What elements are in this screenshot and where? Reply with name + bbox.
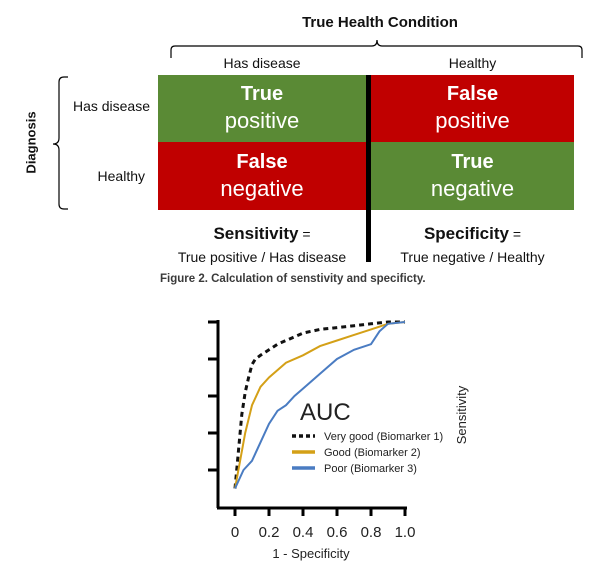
roc-series-line-2 — [234, 321, 406, 489]
cell-line1: True — [451, 150, 494, 173]
x-tick-label: 1.0 — [395, 524, 416, 541]
legend-label: Poor (Biomarker 3) — [324, 463, 417, 475]
column-brace — [170, 39, 583, 58]
cell-line1: True — [240, 83, 284, 106]
sensitivity-equals: = — [302, 226, 311, 242]
specificity-formula: True negative / Healthy — [400, 248, 545, 265]
row-brace — [52, 76, 68, 210]
sensitivity-formula: True positive / Has disease — [177, 248, 347, 265]
sensitivity-metric: Sensitivity = True positive / Has diseas… — [158, 221, 366, 268]
legend-label: Good (Biomarker 2) — [324, 447, 421, 459]
cell-line2: negative — [220, 175, 304, 201]
roc-legend: Very good (Biomarker 1) Good (Biomarker 2… — [292, 431, 443, 475]
y-axis-label: Sensitivity — [454, 385, 469, 444]
auc-annotation: AUC — [300, 399, 351, 426]
true-health-condition-title: True Health Condition — [302, 14, 458, 31]
roc-series-line-3 — [234, 321, 406, 489]
specificity-name: Specificity — [423, 224, 509, 243]
cell-line2: positive — [435, 108, 510, 134]
cell-false-positive: False positive — [371, 75, 574, 142]
figure-caption: Figure 2. Calculation of senstivity and … — [160, 273, 426, 285]
roc-series — [233, 320, 406, 489]
column-header-healthy: Healthy — [448, 55, 497, 71]
specificity-metric: Specificity = True negative / Healthy — [371, 221, 574, 268]
column-header-has-disease: Has disease — [223, 55, 301, 71]
x-tick-label: 0.4 — [293, 524, 314, 541]
x-tick-label: 0 — [231, 524, 239, 541]
specificity-equals: = — [512, 226, 522, 242]
roc-chart: 0 0.2 0.4 0.6 0.8 1.0 AUC Very good (Biomarke… — [208, 320, 469, 561]
cell-line2: positive — [224, 108, 300, 134]
cell-true-negative: True negative — [371, 142, 574, 210]
x-tick-label: 0.6 — [327, 524, 348, 541]
row-header-has-disease: Has disease — [72, 98, 150, 114]
sensitivity-name: Sensitivity — [213, 224, 299, 243]
roc-axes: 0 0.2 0.4 0.6 0.8 1.0 — [208, 320, 415, 541]
column-divider — [366, 75, 371, 262]
cell-line2: negative — [430, 175, 515, 201]
legend-label: Very good (Biomarker 1) — [324, 431, 443, 443]
cell-false-negative: False negative — [158, 142, 366, 210]
cell-true-positive: True positive — [158, 75, 366, 142]
row-header-healthy: Healthy — [97, 168, 145, 184]
braces — [52, 39, 583, 210]
x-tick-label: 0.8 — [361, 524, 382, 541]
x-axis-label: 1 - Specificity — [272, 546, 350, 561]
roc-series-line-1 — [233, 320, 405, 489]
x-tick-label: 0.2 — [259, 524, 280, 541]
cell-line1: False — [446, 83, 499, 106]
cell-line1: False — [236, 150, 288, 173]
